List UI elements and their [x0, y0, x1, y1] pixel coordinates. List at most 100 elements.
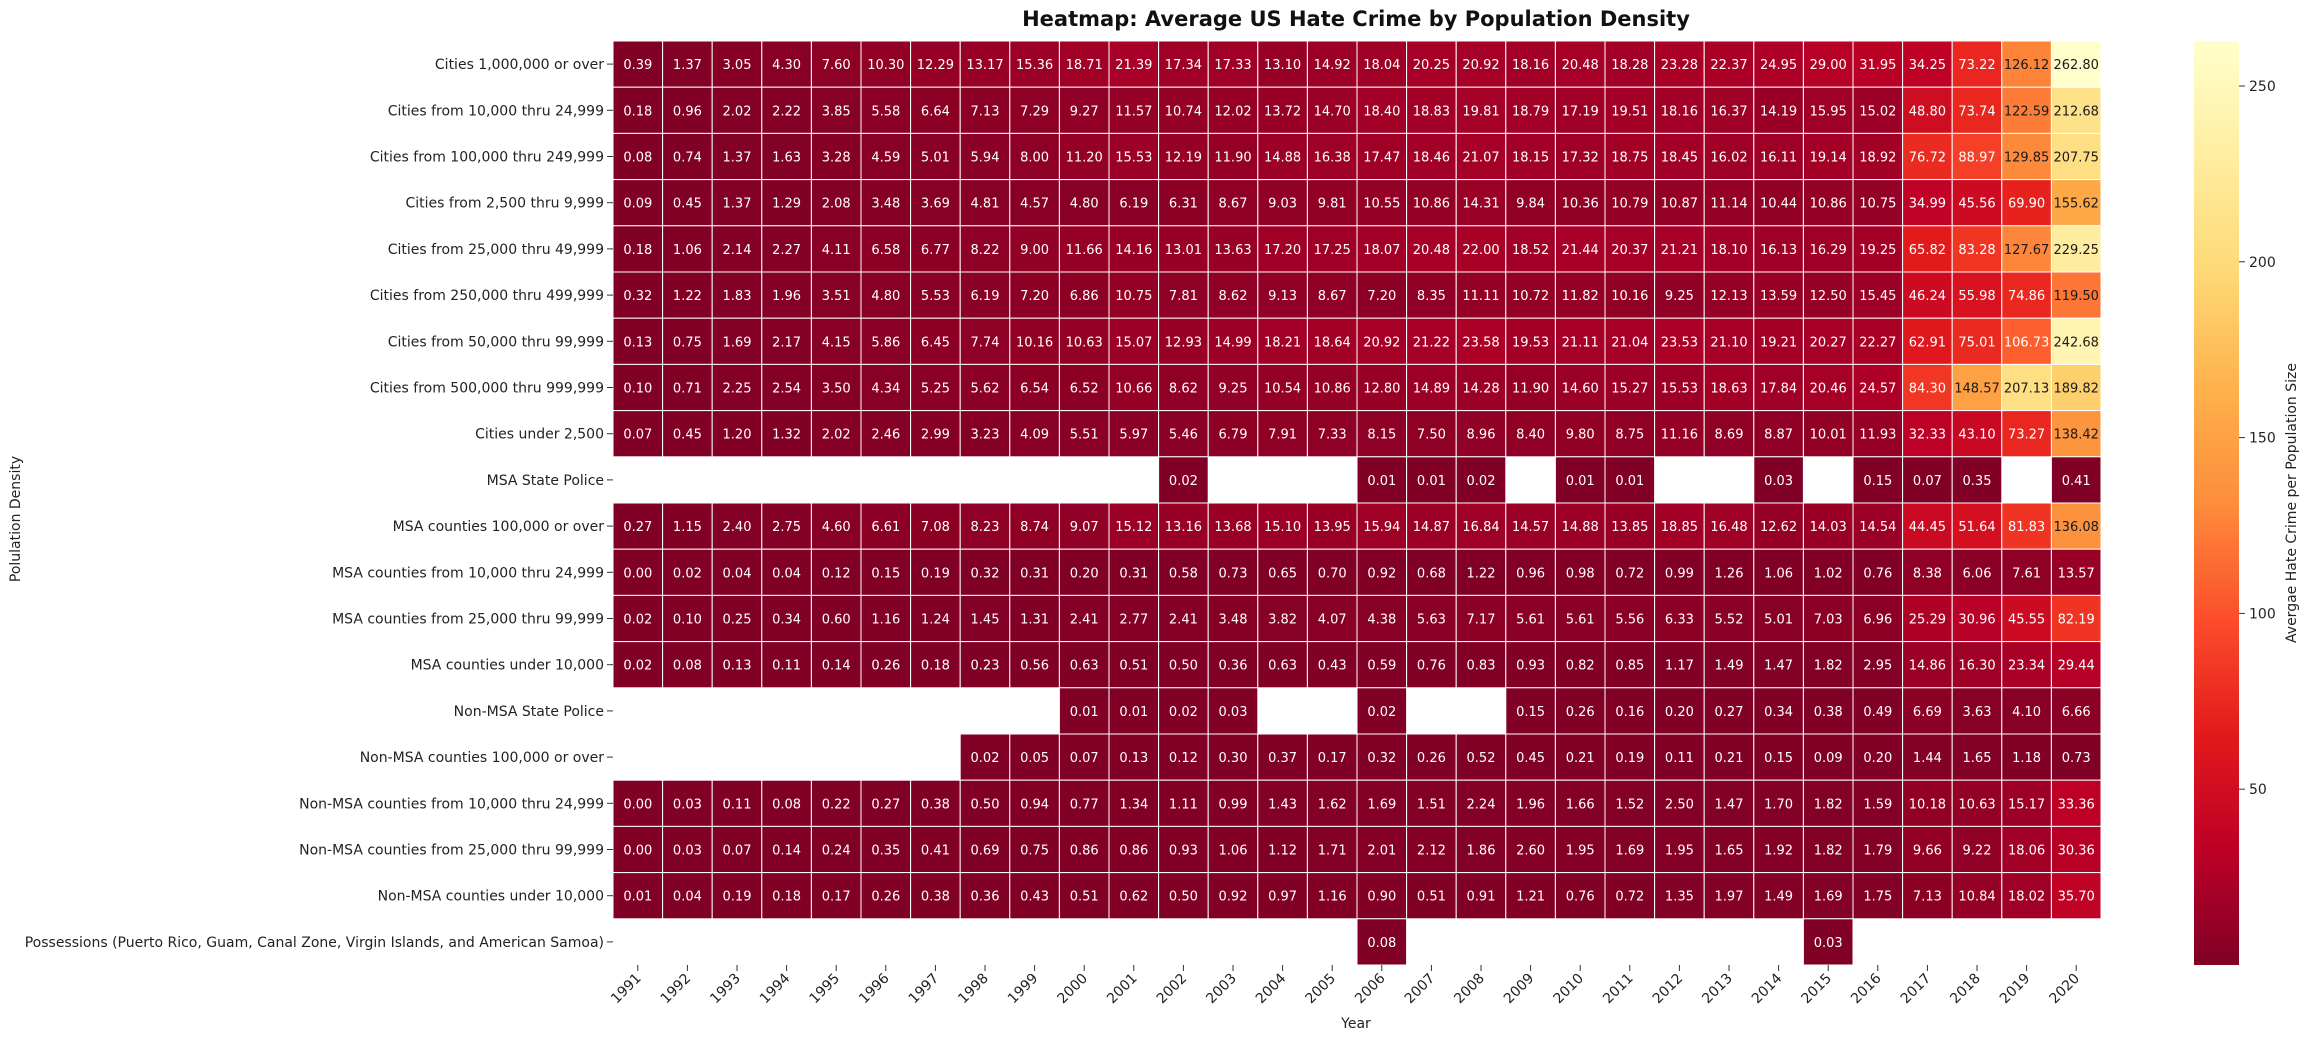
heatmap-cell [662, 872, 713, 920]
cell-value-label: 1.69 [1367, 797, 1396, 812]
cell-value-label: 8.62 [1219, 289, 1248, 304]
row-label: Cities from 10,000 thru 24,999 [388, 103, 604, 119]
heatmap-cell [1852, 225, 1904, 273]
cell-value-label: 20.27 [1810, 335, 1847, 350]
year-label: 2005 [1303, 971, 1340, 1008]
colorbar: 50 100 150 200 250 Avergae Hate Crime per Po… [2194, 41, 2300, 965]
cell-value-label: 15.27 [1611, 382, 1648, 397]
cell-value-label: 22.37 [1710, 58, 1747, 73]
heatmap-cell [711, 594, 763, 643]
cell-value-label: 0.50 [1169, 890, 1198, 905]
heatmap-cell [1505, 317, 1556, 365]
cell-value-label: 0.38 [1814, 705, 1843, 720]
cell-value-label: 18.04 [1363, 58, 1400, 73]
cell-value-label: 212.68 [2053, 104, 2099, 119]
cell-value-label: 30.36 [2058, 844, 2095, 859]
cell-value-label: 0.96 [673, 104, 702, 119]
heatmap-cell [1158, 733, 1209, 781]
cell-value-label: 7.60 [822, 58, 851, 73]
heatmap-cell [1009, 410, 1060, 458]
cell-value-label: 1.43 [1268, 797, 1297, 812]
cell-value-label: 12.50 [1810, 289, 1847, 304]
row-label: MSA counties 100,000 or over [393, 519, 605, 535]
cell-value-label: 15.45 [1859, 289, 1896, 304]
cell-value-label: 0.02 [1169, 705, 1198, 720]
heatmap-cell [1108, 733, 1160, 781]
heatmap-cell [1951, 271, 2003, 319]
heatmap-cell [1158, 687, 1209, 735]
cell-value-label: 0.83 [1467, 659, 1496, 674]
year-label: 2004 [1253, 970, 1290, 1007]
heatmap-cell [1306, 132, 1358, 181]
heatmap-cell [1902, 872, 1953, 920]
cell-value-label: 0.23 [971, 659, 1000, 674]
cell-value-label: 23.28 [1661, 58, 1698, 73]
cell-value-label: 1.02 [1814, 566, 1843, 581]
heatmap-cell [860, 410, 912, 458]
heatmap-cell [1455, 225, 1507, 273]
cell-value-label: 0.01 [1615, 474, 1644, 489]
row-label: Cities from 250,000 thru 499,999 [370, 288, 604, 304]
heatmap-cell [2050, 317, 2102, 365]
cell-value-label: 242.68 [2053, 335, 2099, 350]
cell-value-label: 5.63 [1417, 613, 1446, 628]
cell-value-label: 10.75 [1859, 197, 1896, 212]
heatmap-cell [1505, 132, 1556, 181]
cell-value-label: 1.16 [1318, 890, 1347, 905]
heatmap-cell [860, 86, 912, 134]
cell-value-label: 0.19 [723, 890, 752, 905]
cell-value-label: 15.12 [1115, 520, 1152, 535]
cell-value-label: 0.14 [772, 844, 801, 859]
heatmap-cell [662, 40, 713, 88]
cell-value-label: 0.31 [1119, 566, 1148, 581]
cell-value-label: 21.39 [1115, 58, 1152, 73]
cell-value-label: 2.08 [822, 197, 851, 212]
cell-value-label: 0.03 [1219, 705, 1248, 720]
heatmap-cell [1356, 502, 1408, 550]
cell-value-label: 73.22 [1958, 58, 1995, 73]
cell-value-label: 7.20 [1020, 289, 1049, 304]
cell-value-label: 1.37 [723, 151, 752, 166]
cell-value-label: 0.76 [1566, 890, 1595, 905]
cell-value-label: 1.95 [1665, 844, 1694, 859]
heatmap-cell [1009, 825, 1060, 874]
cell-value-label: 0.72 [1615, 890, 1644, 905]
cell-value-label: 18.52 [1512, 243, 1549, 258]
cell-value-label: 0.13 [623, 335, 652, 350]
heatmap-cell [1505, 594, 1556, 643]
cell-value-label: 0.02 [673, 566, 702, 581]
heatmap-cell [2050, 779, 2102, 827]
cell-value-label: 13.63 [1214, 243, 1251, 258]
cell-value-label: 0.49 [1863, 705, 1892, 720]
cell-value-label: 19.21 [1760, 335, 1797, 350]
heatmap-cell [959, 410, 1011, 458]
heatmap-cell [810, 271, 862, 319]
heatmap-cell [1654, 40, 1705, 88]
cell-value-label: 0.34 [1764, 705, 1793, 720]
heatmap-cell [1802, 918, 1854, 966]
heatmap-cell [959, 594, 1011, 643]
cell-value-label: 17.47 [1363, 151, 1400, 166]
heatmap-cell [1654, 132, 1705, 181]
cell-value-label: 0.65 [1268, 566, 1297, 581]
heatmap-cell [860, 225, 912, 273]
heatmap-cell [1108, 779, 1160, 827]
cell-value-label: 0.04 [723, 566, 752, 581]
heatmap-cell [1902, 594, 1953, 643]
row-label: Cities from 2,500 thru 9,999 [406, 196, 604, 212]
heatmap-cell [1554, 410, 1606, 458]
cell-value-label: 5.52 [1715, 613, 1744, 628]
cell-value-label: 1.79 [1863, 844, 1892, 859]
cell-value-label: 9.03 [1268, 197, 1297, 212]
cell-value-label: 31.95 [1859, 58, 1896, 73]
cell-value-label: 0.75 [1020, 844, 1049, 859]
cell-value-label: 262.80 [2053, 58, 2099, 73]
heatmap-cell [1356, 410, 1408, 458]
heatmap-cell [1207, 271, 1259, 319]
heatmap-cell [1554, 733, 1606, 781]
cell-value-label: 127.67 [2004, 243, 2050, 258]
heatmap-cell [1703, 410, 1755, 458]
cell-value-label: 3.63 [1963, 705, 1992, 720]
heatmap-cell [1058, 641, 1110, 689]
cell-value-label: 8.38 [1913, 566, 1942, 581]
